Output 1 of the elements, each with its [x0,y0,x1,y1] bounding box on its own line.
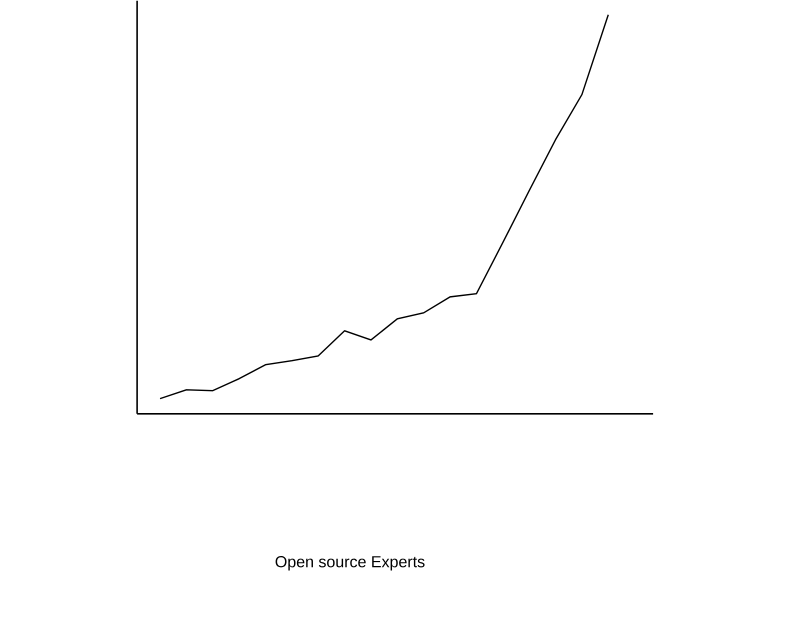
text: Open source Experts [276,556,425,570]
